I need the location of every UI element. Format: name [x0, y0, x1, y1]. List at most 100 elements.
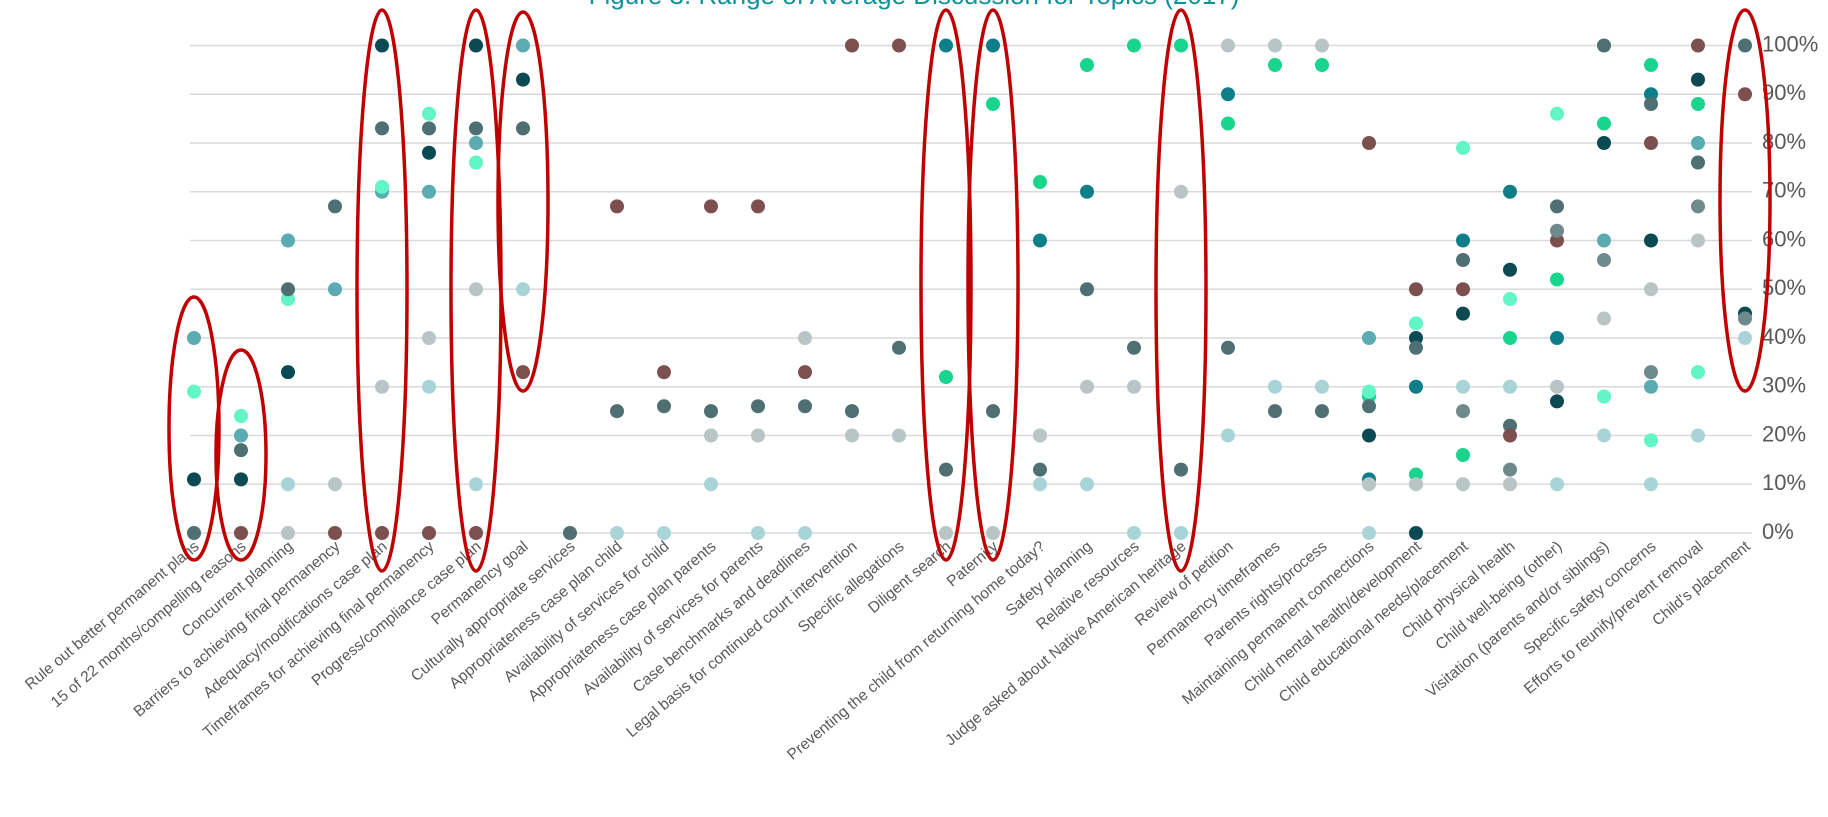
dot — [1597, 38, 1611, 53]
dot — [1691, 155, 1705, 170]
dot — [939, 370, 953, 384]
dot — [1550, 199, 1564, 214]
dot — [1268, 58, 1282, 72]
dot — [469, 477, 483, 492]
dot — [1691, 72, 1705, 87]
dot — [704, 199, 718, 214]
dot — [469, 121, 483, 136]
dot — [1550, 272, 1564, 287]
dot — [1268, 38, 1282, 53]
dot — [1644, 282, 1658, 297]
dot — [1597, 389, 1611, 404]
dot — [1644, 433, 1658, 448]
dot — [1456, 233, 1470, 248]
dot — [1080, 58, 1094, 72]
dot — [657, 399, 671, 414]
dot — [187, 472, 201, 487]
dot — [469, 38, 483, 53]
dot — [1691, 365, 1705, 380]
dot — [1362, 384, 1376, 399]
dot — [1127, 340, 1141, 355]
dot — [1362, 428, 1376, 443]
dot — [1597, 428, 1611, 443]
dot — [1550, 379, 1564, 394]
dot — [1174, 184, 1188, 199]
dot — [1221, 340, 1235, 355]
dot — [751, 428, 765, 443]
dot — [422, 145, 436, 160]
highlight-ellipse — [496, 10, 550, 393]
dot — [1409, 467, 1423, 482]
dot — [1221, 116, 1235, 131]
dot — [375, 38, 389, 53]
dot — [1691, 428, 1705, 443]
dot — [1456, 253, 1470, 267]
dot — [1503, 477, 1517, 492]
dot — [1644, 365, 1658, 380]
dot — [516, 72, 530, 87]
dot — [1409, 526, 1423, 540]
dot — [328, 526, 342, 540]
dot — [1644, 58, 1658, 72]
dot — [1456, 379, 1470, 394]
dot — [798, 526, 812, 540]
dot — [1644, 233, 1658, 248]
dot — [798, 399, 812, 414]
dot — [1362, 136, 1376, 150]
dot — [1597, 116, 1611, 131]
dot — [1409, 282, 1423, 297]
dot — [845, 38, 859, 53]
dot — [1221, 38, 1235, 53]
dot — [1691, 136, 1705, 150]
dot — [1080, 379, 1094, 394]
dot — [516, 121, 530, 136]
dot — [1221, 87, 1235, 102]
highlight-ellipse — [966, 8, 1020, 562]
dot — [1597, 311, 1611, 326]
dot — [375, 379, 389, 394]
dot — [1033, 233, 1047, 248]
dot — [986, 38, 1000, 53]
dot — [657, 365, 671, 380]
dot — [704, 404, 718, 419]
dot — [798, 365, 812, 380]
dot — [1644, 87, 1658, 102]
dot — [328, 282, 342, 297]
dot — [1033, 175, 1047, 189]
dot — [234, 428, 248, 443]
dot — [1456, 282, 1470, 297]
dot — [610, 199, 624, 214]
dot — [1221, 428, 1235, 443]
dot — [1315, 404, 1329, 419]
dot — [751, 526, 765, 540]
highlight-ellipse — [214, 348, 268, 562]
dot — [1315, 379, 1329, 394]
dot — [375, 526, 389, 540]
dot — [1597, 233, 1611, 248]
dot — [1550, 223, 1564, 238]
dot — [892, 428, 906, 443]
dot — [1503, 428, 1517, 443]
dot — [516, 282, 530, 297]
dot — [281, 292, 295, 306]
dot — [1691, 199, 1705, 214]
dot — [1503, 331, 1517, 345]
dot — [1503, 462, 1517, 477]
dot — [1738, 38, 1752, 53]
dot — [1550, 233, 1564, 248]
highlight-ellipse — [1718, 8, 1772, 393]
dot — [1409, 340, 1423, 355]
x-tick-label: Diligent search — [865, 538, 954, 617]
dot — [1362, 477, 1376, 492]
dot — [1456, 306, 1470, 321]
dot — [1503, 379, 1517, 394]
y-tick-label: 40% — [1762, 324, 1806, 349]
dot — [187, 331, 201, 345]
dot — [1503, 418, 1517, 433]
dot — [798, 331, 812, 345]
dot — [1738, 331, 1752, 345]
dot — [1080, 282, 1094, 297]
dot — [610, 404, 624, 419]
dot — [516, 365, 530, 380]
dot — [1550, 477, 1564, 492]
